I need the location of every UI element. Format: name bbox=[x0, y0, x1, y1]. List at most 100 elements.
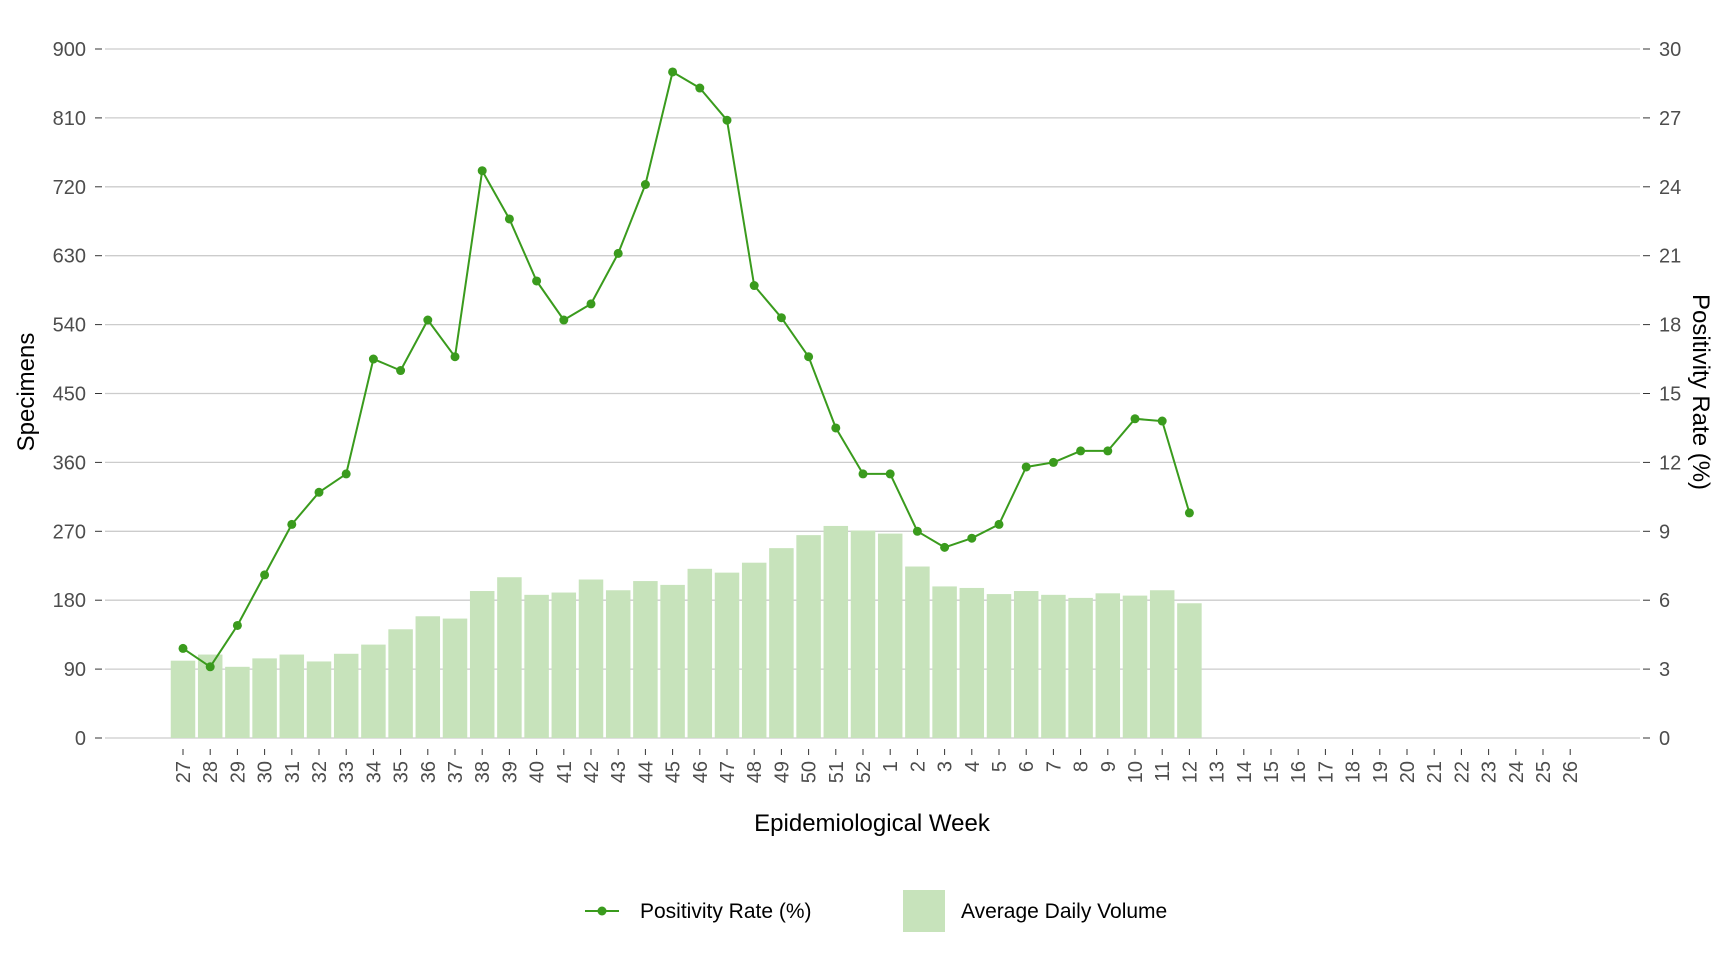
x-tick-label: 42 bbox=[581, 761, 603, 783]
bar bbox=[823, 525, 849, 738]
data-point bbox=[940, 542, 950, 552]
data-point bbox=[178, 643, 188, 653]
data-point bbox=[559, 315, 569, 325]
x-tick-label: 27 bbox=[173, 761, 195, 783]
x-tick-label: 43 bbox=[608, 761, 630, 783]
y-right-tick-label: 3 bbox=[1659, 659, 1670, 681]
y-right-tick-label: 18 bbox=[1659, 315, 1681, 337]
x-tick-label: 12 bbox=[1179, 761, 1201, 783]
y-right-tick-label: 15 bbox=[1659, 384, 1681, 406]
x-tick-label: 51 bbox=[826, 761, 848, 783]
data-point bbox=[994, 519, 1004, 529]
data-point bbox=[885, 469, 895, 479]
x-tick-label: 17 bbox=[1315, 761, 1337, 783]
y-left-tick-label: 540 bbox=[53, 315, 86, 337]
y-left-tick-label: 180 bbox=[53, 590, 86, 612]
bar bbox=[1095, 593, 1121, 738]
y-right-tick-label: 27 bbox=[1659, 108, 1681, 130]
y-axis-left: 0 90 180 270 360 450 540 630 720 810 900 bbox=[53, 39, 102, 750]
data-point bbox=[423, 315, 433, 325]
x-tick-label: 21 bbox=[1424, 761, 1446, 783]
x-tick-label: 26 bbox=[1560, 761, 1582, 783]
data-point bbox=[804, 352, 814, 362]
y-right-tick-label: 21 bbox=[1659, 246, 1681, 268]
data-point bbox=[396, 366, 406, 376]
bar bbox=[551, 592, 577, 738]
bar bbox=[905, 566, 930, 738]
x-tick-label: 48 bbox=[744, 761, 766, 783]
x-tick-label: 40 bbox=[527, 761, 549, 783]
y-left-tick-label: 900 bbox=[53, 39, 86, 61]
x-tick-label: 33 bbox=[336, 761, 358, 783]
x-tick-label: 6 bbox=[1016, 761, 1038, 772]
x-tick-label: 22 bbox=[1451, 761, 1473, 783]
x-tick-label: 7 bbox=[1043, 761, 1065, 772]
bar bbox=[769, 548, 794, 738]
x-axis-title: Epidemiological Week bbox=[754, 810, 991, 837]
bar bbox=[524, 594, 549, 738]
data-point bbox=[695, 83, 705, 93]
data-point bbox=[749, 281, 759, 291]
x-tick-label: 18 bbox=[1343, 761, 1365, 783]
x-tick-label: 13 bbox=[1207, 761, 1229, 783]
legend-point-swatch bbox=[597, 906, 607, 916]
bar bbox=[932, 586, 957, 738]
bar bbox=[741, 562, 767, 738]
data-point bbox=[260, 570, 270, 580]
bar bbox=[796, 535, 821, 738]
x-tick-label: 23 bbox=[1479, 761, 1501, 783]
bar bbox=[361, 644, 386, 738]
data-point bbox=[532, 276, 542, 286]
y-left-tick-label: 450 bbox=[53, 384, 86, 406]
bar bbox=[388, 629, 413, 738]
y-left-tick-label: 360 bbox=[53, 452, 86, 474]
data-point bbox=[858, 469, 868, 479]
bar bbox=[660, 584, 685, 738]
data-point bbox=[967, 533, 977, 543]
x-tick-label: 39 bbox=[499, 761, 521, 783]
x-tick-label: 10 bbox=[1125, 761, 1147, 783]
data-point bbox=[287, 519, 297, 529]
y-left-tick-label: 0 bbox=[75, 728, 86, 750]
x-tick-label: 35 bbox=[391, 761, 413, 783]
x-tick-label: 3 bbox=[935, 761, 957, 772]
x-tick-label: 8 bbox=[1071, 761, 1093, 772]
data-point bbox=[368, 354, 378, 364]
x-tick-label: 2 bbox=[907, 761, 929, 772]
y-right-tick-label: 0 bbox=[1659, 728, 1670, 750]
y-axis-right-title: Positivity Rate (%) bbox=[1687, 294, 1714, 490]
y-right-tick-label: 9 bbox=[1659, 521, 1670, 543]
data-point bbox=[450, 352, 460, 362]
x-tick-label: 46 bbox=[690, 761, 712, 783]
y-right-tick-label: 12 bbox=[1659, 452, 1681, 474]
bar bbox=[497, 577, 522, 738]
data-point bbox=[504, 214, 514, 224]
y-axis-right: 0 3 6 9 12 15 18 21 24 27 30 bbox=[1643, 39, 1681, 750]
x-tick-label: 15 bbox=[1261, 761, 1283, 783]
data-point bbox=[1048, 457, 1058, 467]
bar bbox=[469, 591, 495, 738]
data-point bbox=[232, 620, 242, 630]
legend-item-positivity-rate: Positivity Rate (%) bbox=[585, 900, 812, 923]
bar bbox=[252, 658, 277, 738]
x-tick-label: 25 bbox=[1533, 761, 1555, 783]
x-tick-label: 24 bbox=[1506, 761, 1528, 783]
y-left-tick-label: 90 bbox=[64, 659, 86, 681]
y-right-tick-label: 24 bbox=[1659, 177, 1681, 199]
bar bbox=[986, 594, 1012, 738]
data-point bbox=[1021, 462, 1031, 472]
x-tick-label: 5 bbox=[989, 761, 1011, 772]
bar bbox=[442, 618, 468, 738]
y-axis-left-title: Specimens bbox=[13, 333, 40, 452]
legend-label-positivity-rate: Positivity Rate (%) bbox=[640, 900, 812, 923]
bar bbox=[877, 533, 903, 738]
y-left-tick-label: 270 bbox=[53, 521, 86, 543]
bar bbox=[1122, 595, 1148, 738]
x-axis: 27 28 29 30 31 32 33 34 35 36 37 38 39 40 41 42 43 44 45 46… bbox=[173, 749, 1582, 783]
bars-average-daily-volume bbox=[170, 525, 1202, 738]
x-tick-label: 28 bbox=[200, 761, 222, 783]
x-tick-label: 34 bbox=[363, 761, 385, 783]
bar bbox=[279, 654, 305, 738]
bar bbox=[633, 581, 658, 738]
